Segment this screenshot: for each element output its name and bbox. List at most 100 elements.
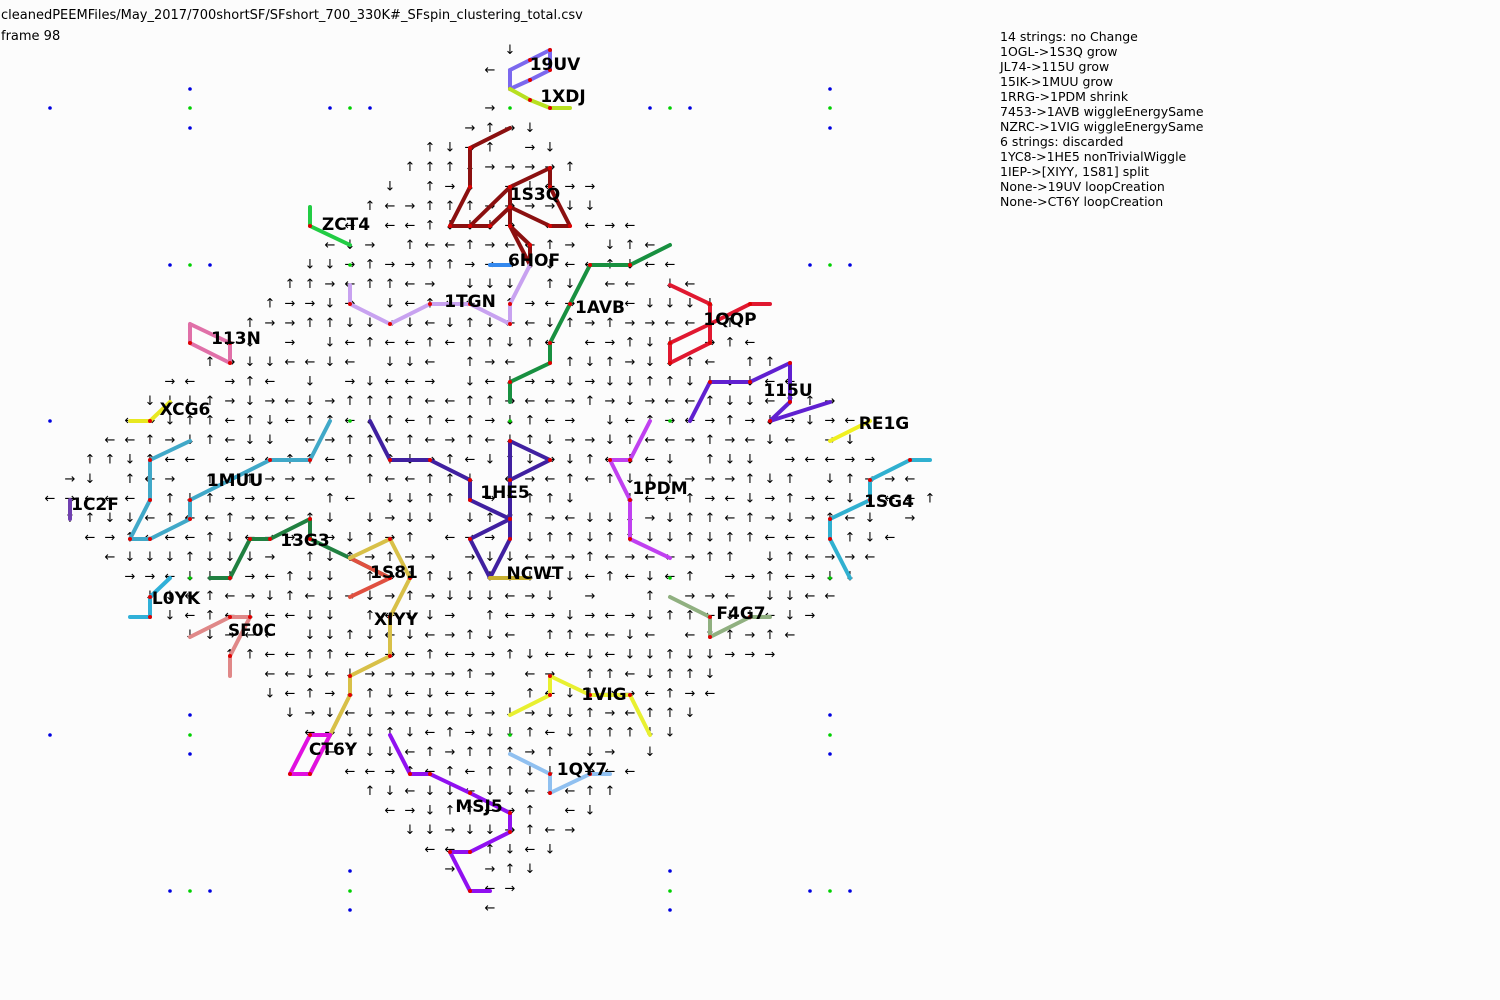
string-vertex — [668, 361, 672, 365]
spin-arrow: ← — [705, 687, 716, 702]
spin-arrow: ↓ — [745, 453, 756, 468]
spin-arrow: → — [485, 706, 496, 721]
spin-arrow: ↑ — [685, 531, 696, 546]
vertex-dot — [208, 889, 212, 893]
spin-arrow: ← — [785, 531, 796, 546]
event-log-line: 1IEP->[XIYY, 1S81] split — [1000, 164, 1150, 179]
string-vertex — [148, 595, 152, 599]
string-vertex — [548, 106, 552, 110]
spin-arrow: ↑ — [185, 414, 196, 429]
spin-arrow: ← — [105, 433, 116, 448]
spin-arrow: ← — [645, 550, 656, 565]
spin-arrow: ↓ — [545, 433, 556, 448]
spin-arrow: ↑ — [305, 687, 316, 702]
spin-arrow: ← — [485, 375, 496, 390]
spin-arrow: ↓ — [765, 433, 776, 448]
string-vertex — [348, 674, 352, 678]
string-vertex — [468, 850, 472, 854]
string-vertex — [308, 458, 312, 462]
string-vertex — [628, 537, 632, 541]
spin-arrow: ↑ — [465, 433, 476, 448]
spin-arrow: ↑ — [445, 726, 456, 741]
vertex-dot — [348, 106, 352, 110]
spin-arrow: ↓ — [565, 570, 576, 585]
spin-arrow: ↓ — [165, 414, 176, 429]
spin-arrow: ↑ — [425, 745, 436, 760]
spin-arrow: → — [905, 511, 916, 526]
spin-arrow: → — [465, 550, 476, 565]
string-vertex — [828, 517, 832, 521]
spin-arrow: ← — [365, 648, 376, 663]
event-log-line: 1OGL->1S3Q grow — [1000, 44, 1118, 59]
spin-arrow: ← — [625, 765, 636, 780]
string-1avb-path — [508, 243, 672, 404]
spin-arrow: ↑ — [405, 238, 416, 253]
spin-arrow: ↓ — [585, 511, 596, 526]
string-label-xcg6: XCG6 — [160, 400, 211, 420]
spin-arrow: ↑ — [805, 394, 816, 409]
spin-arrow: ↓ — [405, 628, 416, 643]
string-vertex — [148, 419, 152, 423]
spin-arrow: ↓ — [645, 297, 656, 312]
spin-arrow: ↓ — [545, 589, 556, 604]
spin-arrow: → — [145, 570, 156, 585]
spin-arrow: → — [465, 648, 476, 663]
spin-arrow: ← — [645, 687, 656, 702]
spin-arrow: → — [705, 414, 716, 429]
vertex-dot — [188, 106, 192, 110]
spin-arrow: → — [325, 277, 336, 292]
spin-arrow: ← — [805, 550, 816, 565]
spin-arrow: ← — [285, 687, 296, 702]
spin-arrow: ↓ — [525, 531, 536, 546]
spin-arrow: → — [625, 355, 636, 370]
string-label-xiyy: XIYY — [374, 610, 419, 630]
spin-arrow: → — [485, 414, 496, 429]
spin-arrow: ↑ — [425, 648, 436, 663]
vertex-dots — [48, 87, 852, 912]
event-log-line: 6 strings: discarded — [1000, 134, 1124, 149]
spin-arrow: ← — [665, 316, 676, 331]
spin-arrow: ← — [345, 492, 356, 507]
spin-arrow: → — [345, 375, 356, 390]
spin-arrow: ← — [405, 336, 416, 351]
spin-arrow: → — [485, 862, 496, 877]
spin-arrow: ↓ — [505, 784, 516, 799]
spin-arrow: → — [725, 648, 736, 663]
spin-arrow: → — [445, 628, 456, 643]
string-vertex — [248, 537, 252, 541]
spin-arrow: ↑ — [485, 609, 496, 624]
spin-arrow: ↑ — [245, 316, 256, 331]
spin-arrow: ← — [585, 219, 596, 234]
spin-arrow: → — [225, 492, 236, 507]
spin-arrow: → — [485, 667, 496, 682]
spin-arrow: → — [385, 765, 396, 780]
spin-arrow: ↑ — [545, 492, 556, 507]
spin-arrow: ← — [605, 628, 616, 643]
vertex-dot — [348, 908, 352, 912]
spin-arrow: ↓ — [745, 492, 756, 507]
string-vertex — [228, 654, 232, 658]
event-log-line: 1RRG->1PDM shrink — [1000, 89, 1129, 104]
spin-arrow: ← — [605, 648, 616, 663]
spin-arrow: → — [265, 550, 276, 565]
spin-arrow: → — [845, 453, 856, 468]
vertex-dot — [508, 106, 512, 110]
spin-arrow: → — [705, 492, 716, 507]
spin-arrow: ↓ — [585, 745, 596, 760]
spin-arrow: ↓ — [705, 648, 716, 663]
spin-arrow: → — [585, 609, 596, 624]
spin-arrow: ↑ — [745, 472, 756, 487]
spin-arrow: ↑ — [205, 531, 216, 546]
spin-arrow: ← — [505, 609, 516, 624]
spin-arrow: ↑ — [485, 336, 496, 351]
spin-arrow: ← — [165, 531, 176, 546]
event-log-line: NZRC->1VIG wiggleEnergySame — [1000, 119, 1204, 134]
spin-arrow: ↑ — [445, 258, 456, 273]
spin-arrow: ← — [185, 531, 196, 546]
spin-arrow: ↑ — [645, 589, 656, 604]
string-vertex — [468, 146, 472, 150]
spin-arrow: → — [465, 121, 476, 136]
spin-arrow: ↑ — [305, 648, 316, 663]
spin-arrow: ← — [405, 277, 416, 292]
spin-arrow: ← — [445, 336, 456, 351]
